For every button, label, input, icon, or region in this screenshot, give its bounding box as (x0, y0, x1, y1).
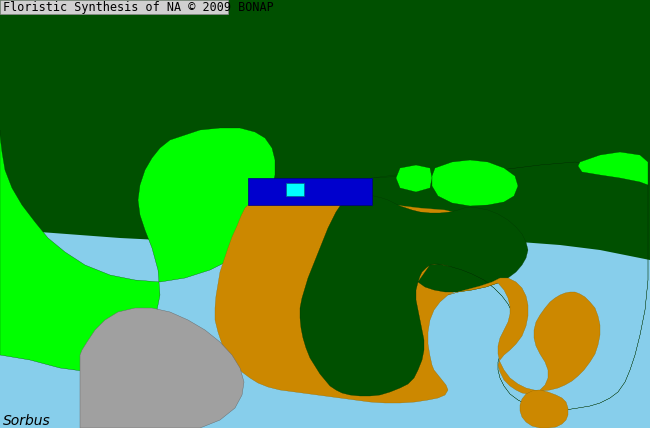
Bar (286, 183, 304, 196)
Polygon shape (300, 162, 648, 410)
Polygon shape (448, 278, 600, 394)
Polygon shape (0, 128, 275, 372)
Polygon shape (80, 308, 244, 428)
Polygon shape (0, 0, 650, 260)
Polygon shape (248, 178, 372, 205)
Polygon shape (396, 165, 432, 192)
Text: Floristic Synthesis of NA © 2009 BONAP: Floristic Synthesis of NA © 2009 BONAP (3, 0, 274, 14)
Polygon shape (432, 160, 518, 206)
Polygon shape (520, 390, 568, 428)
Bar (0, 0, 228, 14)
Polygon shape (215, 205, 500, 403)
Polygon shape (578, 152, 648, 185)
Text: Sorbus: Sorbus (3, 414, 51, 428)
